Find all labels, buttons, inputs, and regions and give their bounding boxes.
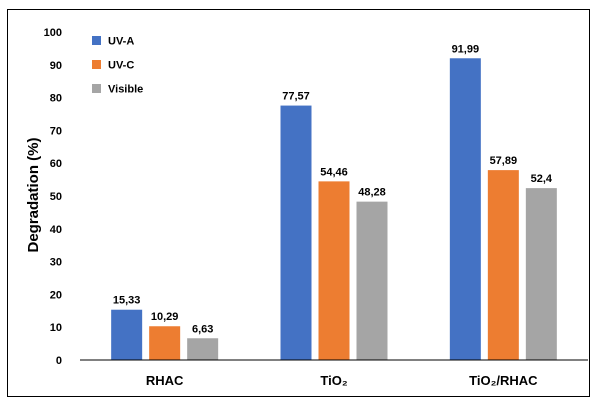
data-label: 52,4 — [531, 173, 553, 185]
data-label: 6,63 — [192, 323, 213, 335]
data-label: 48,28 — [358, 187, 386, 199]
x-category-label: RHAC — [146, 373, 184, 388]
bar — [487, 170, 519, 360]
data-label: 10,29 — [151, 311, 179, 323]
x-category-label: TiO₂/RHAC — [469, 373, 538, 388]
y-tick-label: 0 — [56, 355, 62, 367]
y-tick-label: 60 — [50, 158, 62, 170]
bar — [356, 201, 388, 360]
legend-label: UV-A — [108, 36, 134, 48]
legend-swatch — [92, 36, 101, 45]
legend-label: Visible — [108, 84, 143, 96]
y-tick-label: 40 — [50, 224, 62, 236]
legend-swatch — [92, 84, 101, 93]
y-tick-label: 10 — [50, 322, 62, 334]
x-category-label: TiO₂ — [320, 373, 347, 388]
y-tick-label: 100 — [44, 27, 62, 39]
y-tick-label: 90 — [50, 60, 62, 72]
data-label: 54,46 — [320, 166, 348, 178]
bar — [149, 326, 181, 360]
y-tick-label: 70 — [50, 125, 62, 137]
y-axis-label: Degradation (%) — [25, 137, 42, 252]
y-tick-label: 50 — [50, 191, 62, 203]
bar — [449, 58, 481, 361]
y-tick-label: 30 — [50, 257, 62, 269]
data-label: 91,99 — [452, 43, 480, 55]
y-tick-label: 20 — [50, 289, 62, 301]
data-label: 15,33 — [113, 295, 141, 307]
data-label: 77,57 — [282, 91, 310, 103]
x-axis-categories: RHAC TiO₂ TiO₂/RHAC — [146, 373, 538, 388]
legend-swatch — [92, 60, 101, 69]
legend-label: UV-C — [108, 60, 134, 72]
y-axis-ticks: 0 10 20 30 40 50 60 70 80 90 100 — [44, 27, 62, 367]
bar — [111, 309, 143, 360]
data-label: 57,89 — [490, 155, 518, 167]
bar — [318, 181, 350, 360]
y-tick-label: 80 — [50, 93, 62, 105]
bar — [280, 105, 312, 360]
bar — [187, 338, 219, 360]
bar — [525, 188, 557, 360]
legend: UV-A UV-C Visible — [92, 36, 143, 96]
bars — [111, 58, 557, 361]
data-labels: 15,33 10,29 6,63 77,57 54,46 48,28 91,99 57,89 5… — [113, 43, 553, 335]
